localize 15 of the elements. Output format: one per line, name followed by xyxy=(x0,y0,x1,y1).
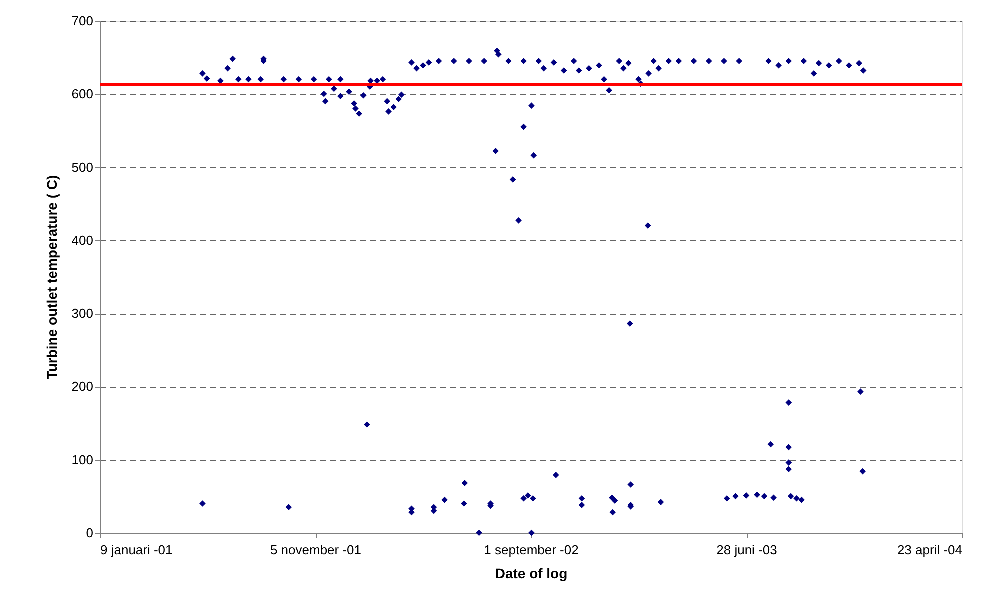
x-tick-label: 28 juni -03 xyxy=(716,542,778,558)
y-tick-label: 500 xyxy=(72,160,94,175)
x-tick-label: 9 januari -01 xyxy=(100,542,173,558)
x-tick-label: 5 november -01 xyxy=(270,542,362,558)
y-tick-label: 200 xyxy=(72,379,94,394)
y-tick-label: 600 xyxy=(72,86,94,102)
y-tick-label: 300 xyxy=(72,306,94,322)
y-tick-label: 100 xyxy=(72,452,94,468)
y-axis-title: Turbine outlet temperature ( C) xyxy=(44,175,60,380)
x-tick-label: 1 september -02 xyxy=(484,542,579,558)
y-tick-label: 400 xyxy=(72,232,94,248)
y-tick-label: 700 xyxy=(72,14,94,28)
x-axis-title: Date of log xyxy=(495,566,568,582)
x-tick-label: 23 april -04 xyxy=(897,542,962,558)
y-tick-label: 0 xyxy=(86,526,94,540)
